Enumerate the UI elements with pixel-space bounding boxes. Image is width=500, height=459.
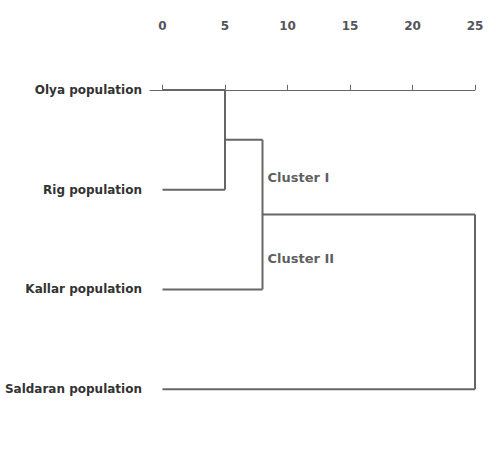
svg-text:Olya population: Olya population bbox=[35, 83, 142, 97]
svg-text:Cluster II: Cluster II bbox=[268, 251, 335, 266]
svg-text:0: 0 bbox=[158, 19, 166, 33]
svg-text:Cluster I: Cluster I bbox=[268, 170, 330, 185]
svg-text:Kallar population: Kallar population bbox=[25, 282, 142, 296]
svg-text:15: 15 bbox=[342, 19, 359, 33]
svg-text:20: 20 bbox=[404, 19, 421, 33]
svg-text:25: 25 bbox=[467, 19, 484, 33]
svg-text:Rig population: Rig population bbox=[43, 183, 142, 197]
svg-text:5: 5 bbox=[221, 19, 229, 33]
svg-text:10: 10 bbox=[279, 19, 296, 33]
svg-text:Saldaran population: Saldaran population bbox=[5, 382, 142, 396]
